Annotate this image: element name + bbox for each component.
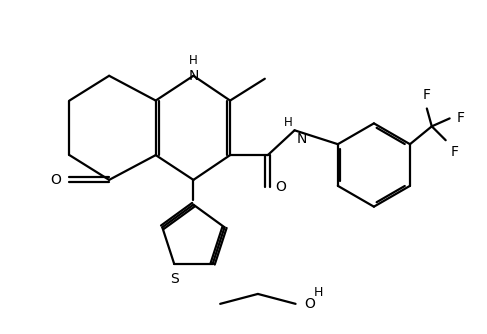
Text: N: N [188,69,199,83]
Text: H: H [314,286,323,299]
Text: H: H [284,116,293,129]
Text: S: S [170,272,179,286]
Text: O: O [51,173,61,187]
Text: N: N [297,132,307,146]
Text: O: O [304,297,316,311]
Text: F: F [457,112,465,125]
Text: F: F [423,88,431,102]
Text: F: F [450,145,459,159]
Text: H: H [189,54,198,67]
Text: O: O [276,180,287,194]
